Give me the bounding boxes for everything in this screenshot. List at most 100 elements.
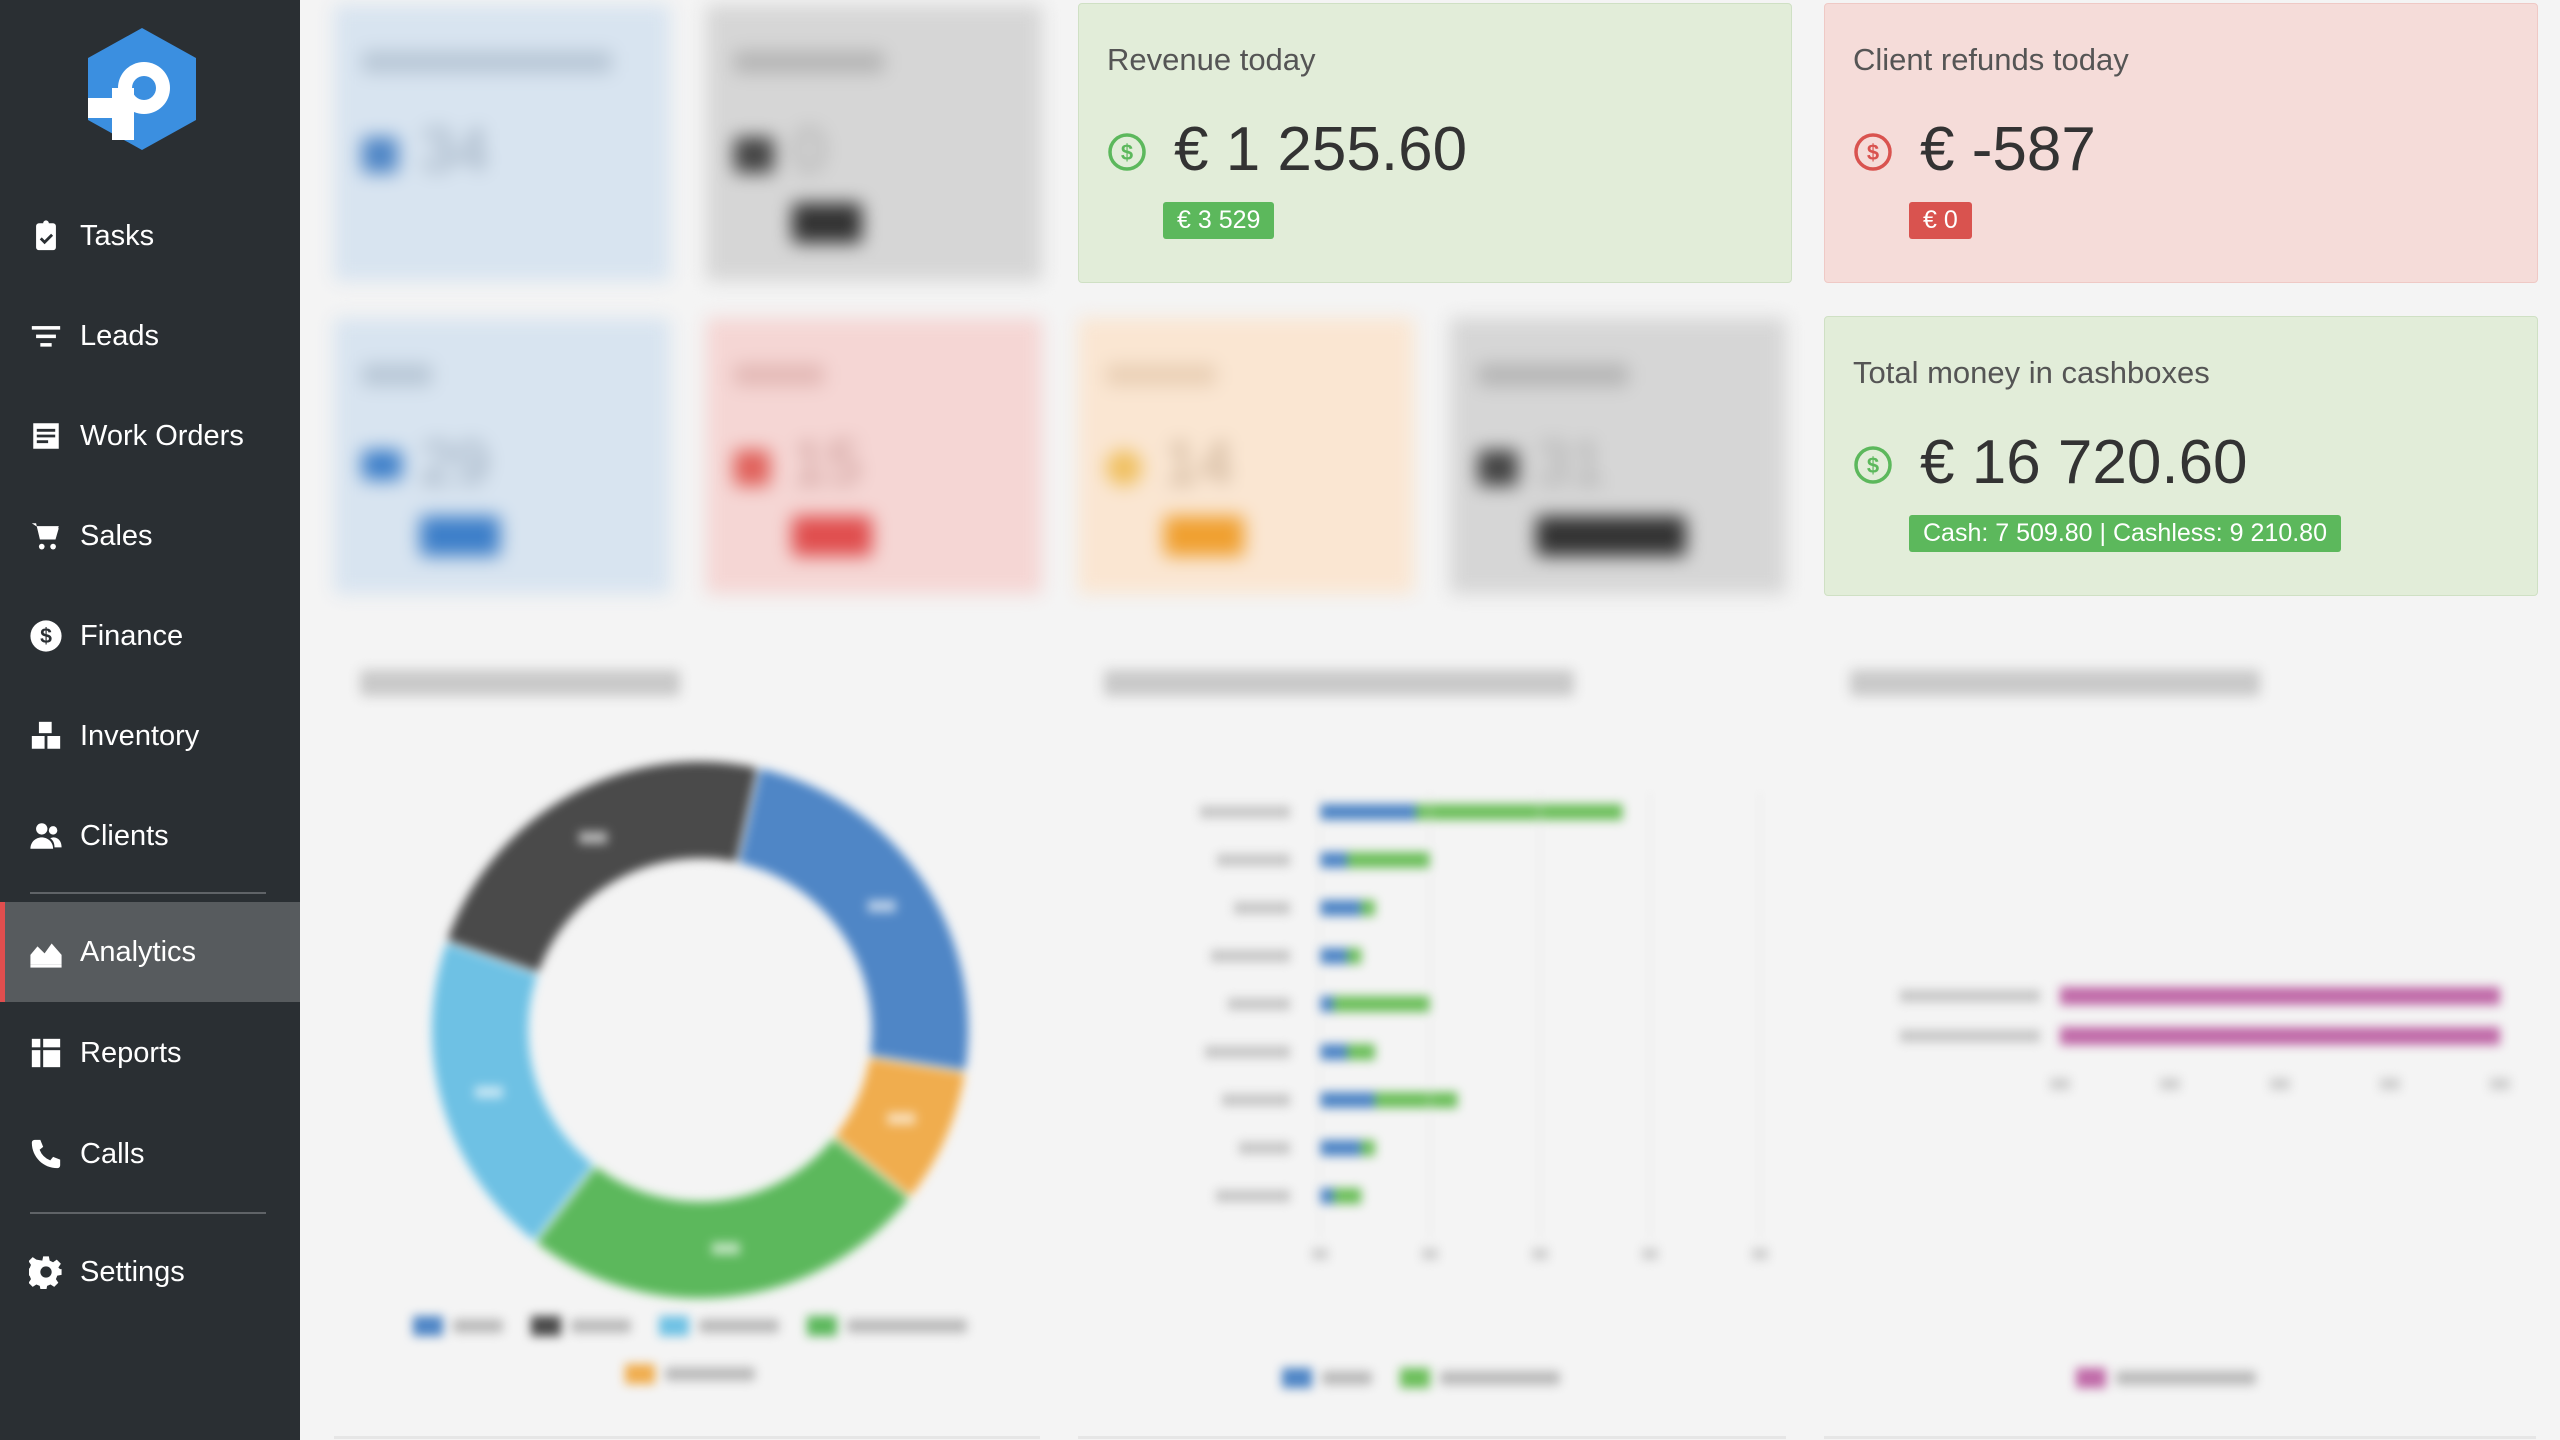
- card-urgent[interactable]: 15: [706, 318, 1042, 594]
- row-label: [1900, 1030, 2040, 1042]
- sidebar-item-label: Leads: [80, 319, 160, 352]
- bar-in-progress[interactable]: [1347, 1044, 1376, 1060]
- sidebar-item-tasks[interactable]: Tasks: [0, 186, 300, 286]
- x-tick-label: [1642, 1248, 1658, 1260]
- bar-new[interactable]: [1320, 1140, 1362, 1156]
- lost-legend: [2076, 1368, 2256, 1388]
- sidebar-item-label: Clients: [80, 819, 169, 852]
- area-chart-icon: [28, 934, 64, 970]
- cart-icon: [1478, 450, 1518, 486]
- bar-new[interactable]: [1320, 1044, 1348, 1060]
- lost-bar-chart[interactable]: [1890, 970, 2530, 1100]
- bar-in-progress[interactable]: [1333, 996, 1430, 1012]
- bar-new[interactable]: [1320, 1188, 1334, 1204]
- svg-text:$: $: [40, 624, 52, 648]
- x-tick-label: [2380, 1078, 2400, 1090]
- legend-item: [413, 1316, 503, 1336]
- slice-label: [579, 831, 608, 844]
- bar-in-progress[interactable]: [1375, 1092, 1458, 1108]
- x-tick-label: [2160, 1078, 2180, 1090]
- donut-slice[interactable]: [532, 1134, 914, 1302]
- app-logo[interactable]: [84, 26, 200, 152]
- x-tick-label: [2270, 1078, 2290, 1090]
- sidebar-item-work-orders[interactable]: Work Orders: [0, 386, 300, 486]
- sidebar-item-settings[interactable]: Settings: [0, 1222, 300, 1322]
- bar-in-progress[interactable]: [1361, 1140, 1375, 1156]
- card-value: 14: [1164, 429, 1233, 498]
- card-badge: [420, 516, 500, 556]
- card-title-placeholder: [734, 51, 884, 73]
- legend-item: [531, 1316, 631, 1336]
- card-total-cashboxes[interactable]: Total money in cashboxes $ € 16 720.60 C…: [1824, 316, 2538, 596]
- bar-in-progress[interactable]: [1361, 900, 1375, 916]
- bar-new[interactable]: [1320, 1092, 1375, 1108]
- chart-title-placeholder: [1850, 670, 2260, 696]
- donut-slice[interactable]: [735, 764, 972, 1074]
- panel-edge: [1824, 1436, 2536, 1439]
- card-work-orders-today[interactable]: 34: [334, 5, 670, 281]
- funnel-icon: [28, 318, 64, 354]
- sidebar-item-sales[interactable]: Sales: [0, 486, 300, 586]
- briefcase-icon: [362, 137, 398, 173]
- chart-title-placeholder: [1104, 670, 1574, 696]
- sidebar-item-leads[interactable]: Leads: [0, 286, 300, 386]
- sidebar-item-reports[interactable]: Reports: [0, 1003, 300, 1103]
- sidebar-item-label: Analytics: [80, 935, 197, 968]
- sidebar-item-label: Finance: [80, 619, 184, 652]
- sidebar-item-finance[interactable]: $ Finance: [0, 586, 300, 686]
- card-sales-today[interactable]: 0: [706, 5, 1042, 281]
- sidebar-item-inventory[interactable]: Inventory: [0, 686, 300, 786]
- sidebar-item-clients[interactable]: Clients: [0, 786, 300, 886]
- bar-new[interactable]: [1320, 852, 1348, 868]
- row-label: [1228, 998, 1290, 1010]
- boxes-icon: [28, 718, 64, 754]
- card-client-refunds-today[interactable]: Client refunds today $ € -587 € 0: [1824, 3, 2538, 283]
- donut-slice[interactable]: [443, 758, 761, 976]
- dollar-circle-icon: $: [1854, 446, 1892, 484]
- sidebar-item-analytics[interactable]: Analytics: [0, 902, 300, 1002]
- x-tick-label: [1422, 1248, 1438, 1260]
- card-value: € 1 255.60: [1174, 115, 1468, 184]
- card-overdue[interactable]: 14: [1078, 318, 1414, 594]
- sidebar-item-label: Tasks: [80, 219, 155, 252]
- bar-new[interactable]: [1320, 948, 1348, 964]
- card-title: Revenue today: [1107, 42, 1316, 77]
- bar-new[interactable]: [1320, 804, 1417, 820]
- bar-in-progress[interactable]: [1416, 804, 1623, 820]
- panel-edge: [1078, 1436, 1786, 1439]
- card-receivables[interactable]: 31: [1450, 318, 1786, 594]
- panel-edge: [334, 1436, 1040, 1439]
- table-icon: [28, 1035, 64, 1071]
- row-label: [1222, 1094, 1290, 1106]
- card-new[interactable]: 29: [334, 318, 670, 594]
- card-revenue-today[interactable]: Revenue today $ € 1 255.60 € 3 529: [1078, 3, 1792, 283]
- work-order-icon: [28, 418, 64, 454]
- legend-item: [1400, 1368, 1560, 1388]
- bar-in-progress[interactable]: [1333, 1188, 1362, 1204]
- x-tick-label: [1532, 1248, 1548, 1260]
- svg-text:$: $: [1121, 140, 1133, 165]
- sidebar-item-calls[interactable]: Calls: [0, 1104, 300, 1204]
- slice-label: [887, 1112, 916, 1125]
- bar-new[interactable]: [1320, 900, 1362, 916]
- bar-new[interactable]: [1320, 996, 1334, 1012]
- card-value: 31: [1536, 429, 1605, 498]
- donut-slice[interactable]: [428, 938, 598, 1246]
- row-label: [1211, 950, 1290, 962]
- specialists-bar-chart[interactable]: [1180, 790, 1780, 1280]
- legend-item: [1282, 1368, 1372, 1388]
- sidebar-divider: [30, 1212, 266, 1214]
- users-icon: [28, 818, 64, 854]
- bar-work-orders[interactable]: [2060, 987, 2500, 1005]
- card-badge: € 0: [1909, 202, 1972, 239]
- bar-work-orders[interactable]: [2060, 1027, 2500, 1045]
- bar-in-progress[interactable]: [1347, 948, 1362, 964]
- card-badge: [1536, 516, 1686, 556]
- slice-label: [867, 900, 896, 913]
- svg-text:$: $: [1867, 453, 1879, 478]
- bar-in-progress[interactable]: [1347, 852, 1431, 868]
- card-badge: Cash: 7 509.80 | Cashless: 9 210.80: [1909, 515, 2341, 552]
- donut-chart[interactable]: [410, 740, 990, 1320]
- legend-item: [625, 1364, 755, 1384]
- card-badge: € 3 529: [1163, 202, 1275, 239]
